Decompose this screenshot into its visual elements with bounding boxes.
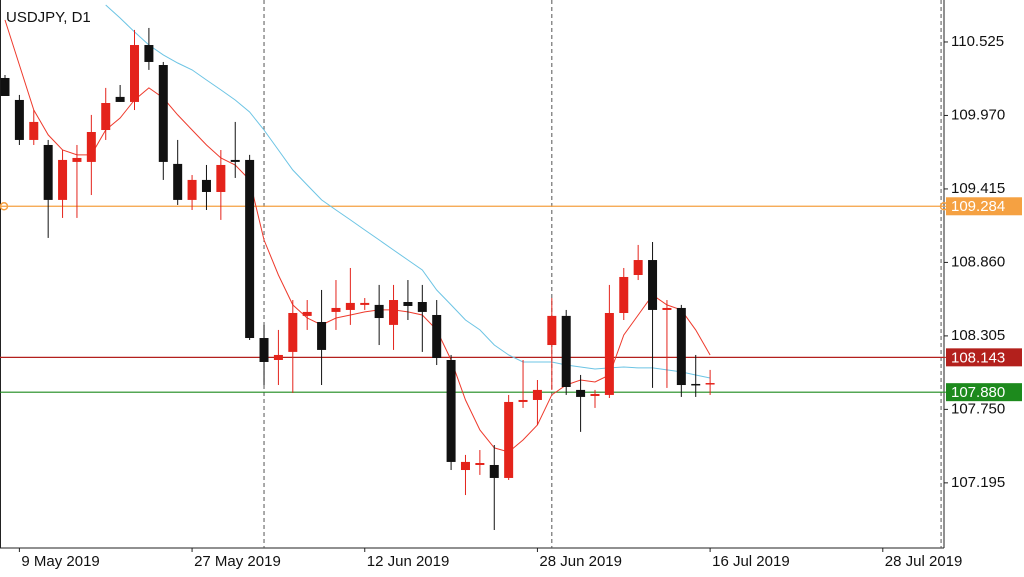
- candle-body: [158, 65, 168, 162]
- candle-body: [576, 389, 586, 397]
- x-tick-label: 27 May 2019: [194, 553, 281, 570]
- x-tick-label: 16 Jul 2019: [712, 553, 790, 570]
- candle-body: [446, 359, 456, 462]
- candle-body: [259, 338, 269, 362]
- candle-body: [561, 315, 571, 388]
- level-label: 109.284: [951, 198, 1005, 215]
- candle-body: [590, 394, 600, 397]
- y-tick-label: 108.860: [951, 253, 1005, 270]
- candle-body: [86, 132, 96, 162]
- x-tick-label: 9 May 2019: [21, 553, 99, 570]
- candle-body: [144, 45, 154, 62]
- candle-body: [115, 96, 125, 102]
- candle-body: [187, 179, 197, 200]
- candle-body: [691, 383, 701, 386]
- plot-area: [0, 4, 944, 530]
- candle-body: [288, 312, 298, 352]
- candle-body: [345, 302, 355, 310]
- level-handle: [0, 202, 9, 211]
- candle-body: [532, 389, 542, 400]
- candle-body: [331, 307, 341, 312]
- level-label-box: [946, 197, 1022, 216]
- candle-body: [43, 144, 53, 200]
- candle-body: [633, 260, 643, 275]
- candle-body: [676, 307, 686, 386]
- candle-body: [130, 45, 140, 102]
- candle-body: [317, 321, 327, 350]
- level-handle: [939, 202, 949, 211]
- candle-body: [389, 300, 399, 325]
- candle-body: [460, 461, 470, 471]
- candle-body: [518, 399, 528, 402]
- y-tick-label: 109.970: [951, 106, 1005, 123]
- candle-body: [302, 311, 312, 316]
- y-tick-label: 110.525: [951, 33, 1004, 50]
- x-tick-label: 12 Jun 2019: [367, 553, 450, 570]
- candle-body: [489, 464, 499, 478]
- x-tick-label: 28 Jul 2019: [885, 553, 963, 570]
- candle-body: [504, 401, 514, 478]
- candle-body: [374, 304, 384, 319]
- y-tick-label: 108.305: [951, 327, 1005, 344]
- level-label: 107.880: [951, 384, 1005, 401]
- candle-body: [403, 302, 413, 306]
- candle-body: [101, 103, 111, 131]
- candle-body: [173, 163, 183, 200]
- candle-body: [216, 164, 226, 192]
- candle-body: [417, 302, 427, 312]
- candle-body: [29, 121, 39, 140]
- candle-body: [604, 312, 614, 395]
- moving-average: [4, 19, 711, 453]
- axes: 110.525 109.970 109.415 108.860 108.305 107.7…: [0, 33, 1022, 570]
- candle-body: [58, 159, 68, 200]
- candle-body: [648, 260, 658, 310]
- candle-body: [547, 315, 557, 346]
- candle-body: [432, 314, 442, 359]
- candle-body: [475, 462, 485, 465]
- candle-body: [72, 157, 82, 162]
- chart-title: USDJPY, D1: [6, 9, 91, 26]
- candle-body: [705, 383, 715, 385]
- candle-body: [360, 302, 370, 305]
- level-label-box: [946, 348, 1022, 367]
- candle-body: [273, 354, 283, 360]
- y-tick-label: 107.750: [951, 400, 1005, 417]
- level-label-box: [946, 383, 1022, 402]
- candle-body: [0, 77, 10, 96]
- candle-body: [619, 276, 629, 313]
- candle-body: [662, 307, 672, 310]
- candle-body: [14, 99, 24, 140]
- level-label: 108.143: [951, 349, 1005, 366]
- candle-body: [245, 159, 255, 339]
- x-tick-label: 28 Jun 2019: [539, 553, 622, 570]
- period-separators: [263, 0, 942, 548]
- candle-body: [201, 179, 211, 192]
- y-tick-label: 107.195: [951, 474, 1005, 491]
- candle-body: [230, 159, 240, 162]
- y-tick-label: 109.415: [951, 180, 1005, 197]
